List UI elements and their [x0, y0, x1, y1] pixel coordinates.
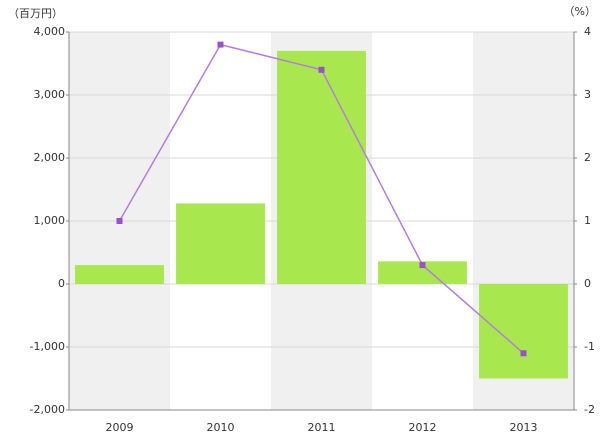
y2-tick-label: -1 — [584, 340, 595, 353]
y2-tick-label: -2 — [584, 403, 595, 416]
y-tick-label: 1,000 — [34, 214, 66, 227]
x-tick-label: 2009 — [106, 421, 134, 434]
y-tick-label: 4,000 — [34, 25, 66, 38]
bar — [378, 261, 467, 284]
x-tick-label: 2012 — [409, 421, 437, 434]
point — [520, 350, 527, 357]
point — [116, 218, 123, 224]
y-tick-label: 3,000 — [34, 88, 66, 101]
y2-tick-label: 3 — [584, 88, 591, 101]
point — [217, 41, 224, 48]
y-tick-label: -2,000 — [30, 403, 65, 416]
y2-tick-label: 0 — [584, 277, 591, 290]
x-tick-label: 2013 — [510, 421, 538, 434]
point — [318, 66, 325, 73]
y-tick-label: 2,000 — [34, 151, 66, 164]
bar — [176, 203, 265, 284]
y-unit: （百万円） — [8, 7, 63, 20]
y2-tick-label: 2 — [584, 151, 591, 164]
x-tick-label: 2011 — [308, 421, 336, 434]
y2-tick-label: 4 — [584, 25, 591, 38]
point — [419, 262, 426, 269]
x-tick-label: 2010 — [207, 421, 235, 434]
y2-unit: （%） — [564, 5, 596, 18]
y-tick-label: -1,000 — [30, 340, 65, 353]
bar — [277, 50, 366, 285]
y2-tick-label: 1 — [584, 214, 591, 227]
bar — [75, 265, 164, 284]
y-tick-label: 0 — [58, 277, 65, 290]
bar — [479, 284, 568, 379]
